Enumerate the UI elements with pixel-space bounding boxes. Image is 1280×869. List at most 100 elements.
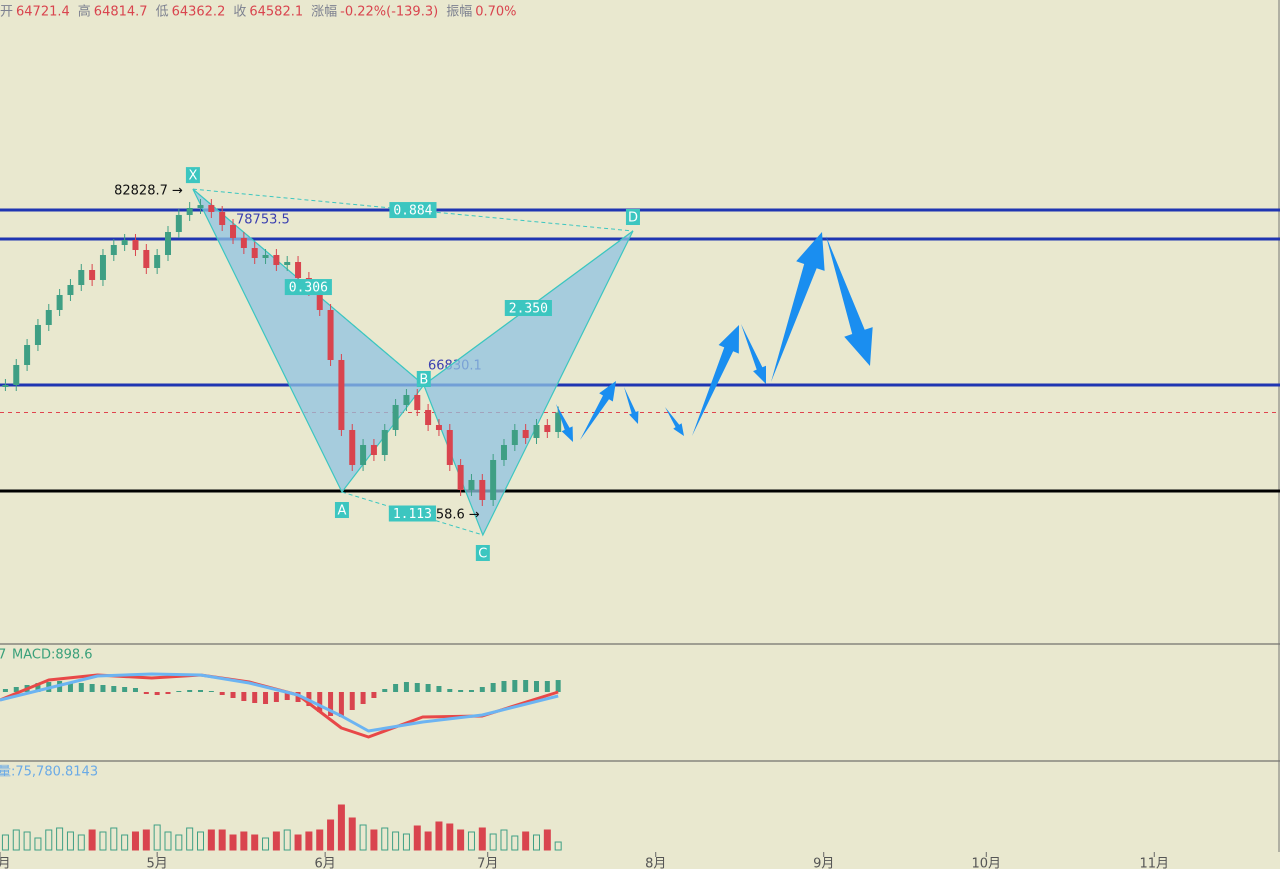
macd-prefix: 7 — [0, 648, 6, 663]
macd-bar — [78, 683, 84, 692]
forecast-arrow — [741, 324, 766, 384]
volume-bar — [370, 829, 378, 851]
header-value: 64582.1 — [249, 5, 303, 20]
macd-bar — [2, 689, 8, 692]
header-label: 涨幅 — [311, 5, 337, 20]
volume-bar — [121, 834, 129, 851]
x-tick-label: 4月 — [0, 857, 11, 869]
ratio-text: 0.306 — [289, 281, 328, 296]
volume-bar — [153, 824, 161, 851]
macd-bar — [295, 692, 301, 702]
volume-bar — [34, 837, 42, 851]
volume-bar — [197, 831, 205, 851]
volume-bar — [12, 829, 20, 851]
macd-bar — [154, 692, 160, 695]
macd-bar — [230, 692, 236, 698]
header-value: 0.70% — [475, 5, 516, 20]
point-box — [625, 209, 640, 226]
volume-bar — [327, 819, 335, 851]
header-label: 振幅 — [446, 5, 472, 20]
macd-bar — [122, 687, 128, 692]
pattern-leg — [192, 188, 634, 232]
volume-bar — [251, 834, 259, 851]
macd-bar — [317, 692, 323, 712]
macd-bar — [132, 688, 138, 692]
volume-bar — [164, 831, 172, 851]
macd-bar — [393, 684, 399, 692]
volume-bar — [489, 833, 497, 851]
macd-bar — [219, 692, 225, 695]
volume-bar — [478, 827, 486, 851]
price-label: 58.6 → — [436, 507, 480, 522]
volume-bar — [45, 829, 53, 851]
forecast-arrow — [665, 407, 684, 436]
volume-bar — [392, 831, 400, 851]
macd-bar — [512, 680, 518, 692]
header-value: 64814.7 — [94, 5, 148, 20]
point-label: C — [478, 546, 487, 561]
macd-bar — [360, 692, 366, 704]
macd-bar — [544, 681, 550, 692]
volume-bar — [522, 831, 530, 851]
macd-bar — [100, 685, 106, 692]
macd-bar — [403, 682, 409, 692]
point-label: A — [337, 504, 346, 519]
macd-bar — [447, 689, 453, 692]
volume-title: 量:75,780.8143 — [0, 765, 98, 780]
x-tick-label: 11月 — [1140, 857, 1170, 869]
header: 开 64721.4 高 64814.7 低 64362.2 收 64582.1 涨幅 -0.22%… — [0, 4, 517, 20]
header-value: -0.22%(-139.3) — [340, 5, 438, 20]
ratio-box — [388, 505, 436, 522]
macd-line — [0, 672, 559, 733]
x-tick-label: 8月 — [645, 857, 666, 869]
volume-bar — [435, 821, 443, 851]
macd-bar — [328, 692, 334, 716]
ratio-box — [504, 299, 552, 316]
point-label: D — [628, 211, 638, 226]
volume-bar — [424, 831, 432, 851]
macd-bar — [252, 692, 258, 703]
volume-bar — [23, 831, 31, 851]
macd-bar — [382, 689, 388, 692]
macd-title: MACD:898.6 — [12, 648, 93, 663]
macd-bar — [436, 686, 442, 692]
header-label: 开 — [0, 5, 13, 20]
point-box — [185, 167, 200, 184]
macd-bar — [501, 681, 507, 692]
volume-bar — [402, 833, 410, 851]
volume-bar — [413, 825, 421, 851]
macd-bar — [165, 692, 171, 694]
volume-bar — [88, 829, 96, 851]
level-label: 78753.5 — [236, 213, 290, 228]
macd-bar — [349, 692, 355, 710]
macd-bar — [263, 692, 269, 704]
point-label: B — [419, 372, 428, 387]
point-box — [475, 544, 490, 561]
macd-bar — [187, 690, 193, 692]
forecast-arrow — [580, 381, 616, 440]
volume-bar — [1, 834, 9, 851]
macd-bar — [13, 687, 19, 692]
point-label: X — [188, 169, 197, 184]
volume-bar — [272, 831, 280, 851]
ratio-text: 1.113 — [393, 507, 432, 522]
ratio-text: 0.884 — [393, 204, 432, 219]
x-tick-label: 7月 — [477, 857, 498, 869]
volume-bar — [543, 829, 551, 851]
x-tick-label: 6月 — [315, 857, 336, 869]
header-label: 高 — [78, 4, 91, 20]
volume-bar — [229, 834, 237, 851]
volume-bar — [500, 829, 508, 851]
volume-bar — [131, 831, 139, 851]
macd-bar — [89, 684, 95, 692]
ratio-label: 2.350 — [504, 299, 552, 316]
volume-bar — [283, 829, 291, 851]
ratio-box — [389, 202, 437, 219]
forecast-arrow — [624, 387, 639, 424]
macd-bar — [143, 692, 149, 694]
macd-bar — [425, 684, 431, 692]
macd-bar — [523, 680, 529, 692]
macd-bar — [176, 691, 182, 692]
volume-bar — [240, 831, 248, 851]
